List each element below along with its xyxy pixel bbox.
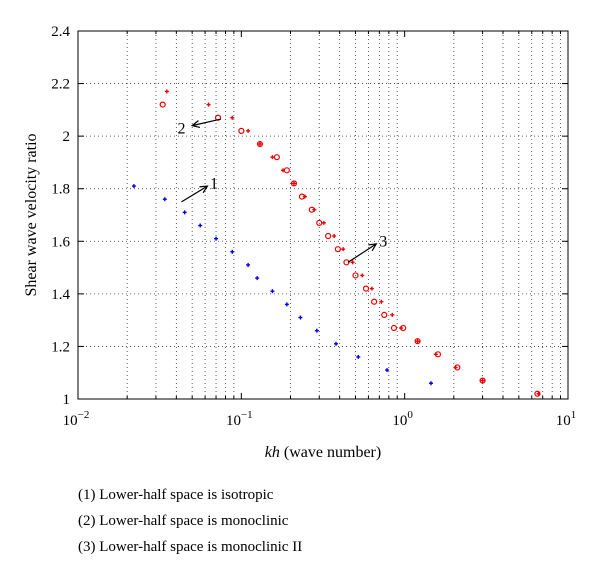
plus-marker <box>131 184 136 189</box>
annotation-label: 2 <box>177 120 185 137</box>
circle-marker <box>238 127 245 134</box>
y-tick-label: 1.4 <box>51 287 70 303</box>
y-tick-label: 2.2 <box>51 77 70 93</box>
circle-marker <box>283 167 290 174</box>
circle-marker <box>371 298 378 305</box>
plus-marker <box>332 234 337 239</box>
x-tick-label-exponent: 0 <box>407 409 413 421</box>
x-tick-label-exponent: −1 <box>241 409 253 421</box>
plus-marker <box>284 302 289 307</box>
plus-marker <box>314 328 319 333</box>
x-tick-label: 101 <box>556 409 577 429</box>
velocity-ratio-chart: 11.21.41.61.822.22.410−2 10−1 100 101 123 k… <box>23 24 576 461</box>
annotation-arrow-head <box>368 243 378 252</box>
x-tick-label-base: 10 <box>392 413 407 429</box>
circle-marker <box>273 154 280 161</box>
annotation-label: 1 <box>210 175 218 192</box>
circle-marker <box>256 140 264 148</box>
plus-marker <box>298 315 303 320</box>
circle-marker <box>400 324 407 332</box>
x-tick-label-base: 10 <box>556 413 571 429</box>
plus-marker <box>270 155 275 160</box>
circle-marker <box>316 219 323 226</box>
x-axis-label-kh: kh <box>265 444 280 461</box>
circle-marker <box>308 206 315 213</box>
annotation-arrow-head <box>199 185 209 194</box>
y-tick-label: 1.6 <box>51 234 70 250</box>
plot-frame <box>77 30 569 400</box>
plus-marker <box>385 368 390 373</box>
plus-marker <box>334 341 339 346</box>
annotations: 1 2 3 <box>177 118 387 263</box>
circle-marker <box>325 232 332 240</box>
plus-marker <box>341 247 346 252</box>
plus-marker <box>390 312 395 317</box>
plus-marker <box>206 102 211 107</box>
plus-marker <box>415 339 420 344</box>
x-tick-label-exponent: −2 <box>78 409 90 421</box>
circle-marker <box>290 180 298 187</box>
circle-marker <box>362 285 370 292</box>
plus-marker <box>214 236 219 241</box>
legend-item-2: (2) Lower-half space is monoclinic <box>78 513 289 529</box>
plus-marker <box>291 181 296 186</box>
annotation-arrow-line <box>192 118 222 127</box>
plus-marker <box>182 210 187 215</box>
y-tick-label: 2 <box>63 129 71 145</box>
x-axis-label: kh (wave number) <box>265 444 381 461</box>
x-tick-label: 10−1 <box>226 409 253 429</box>
x-tick-label-base: 10 <box>63 413 78 429</box>
plus-marker <box>356 354 361 359</box>
circle-marker <box>434 351 442 358</box>
plus-marker <box>230 249 235 254</box>
circle-marker <box>298 193 306 200</box>
plus-marker <box>480 378 485 383</box>
plus-marker <box>270 289 275 294</box>
circle-marker <box>352 272 359 279</box>
x-tick-label: 100 <box>392 409 413 429</box>
grid-lines <box>78 31 568 399</box>
plus-marker <box>198 223 203 228</box>
circle-marker <box>414 338 421 345</box>
plus-marker <box>162 197 167 202</box>
circle-marker <box>390 324 398 332</box>
y-tick-label: 1.2 <box>51 339 70 355</box>
plus-marker <box>360 273 365 278</box>
plus-marker <box>246 262 251 267</box>
y-axis-label: Shear wave velocity ratio <box>23 133 40 296</box>
axis-ticks: 11.21.41.61.822.22.410−2 10−1 100 101 <box>51 24 576 429</box>
circle-marker <box>454 364 461 371</box>
circle-marker <box>159 101 166 108</box>
circle-marker <box>381 311 388 318</box>
plus-marker <box>257 142 262 147</box>
plus-marker <box>246 128 251 133</box>
x-axis-label-rest: (wave number) <box>280 444 381 461</box>
annotation-label: 3 <box>379 233 387 250</box>
plus-marker <box>164 89 169 94</box>
x-tick-label-exponent: 1 <box>571 409 577 421</box>
annotation-arrow-line <box>181 185 208 203</box>
x-tick-label: 10−2 <box>63 409 90 429</box>
circle-marker <box>334 246 341 253</box>
plus-marker <box>255 276 260 281</box>
circle-marker <box>479 377 486 384</box>
legend-item-1: (1) Lower-half space is isotropic <box>78 487 274 503</box>
y-tick-label: 2.4 <box>51 24 70 40</box>
plus-marker <box>379 299 384 304</box>
plus-marker <box>369 286 374 291</box>
data-points <box>131 89 541 397</box>
plus-marker <box>429 381 434 386</box>
annotation-arrow-line <box>347 243 377 263</box>
legend-item-3: (3) Lower-half space is monoclinic II <box>78 539 303 555</box>
y-tick-label: 1 <box>63 392 71 408</box>
circle-marker <box>534 390 541 397</box>
plus-marker <box>350 260 355 265</box>
plus-marker <box>321 220 326 225</box>
y-tick-label: 1.8 <box>51 182 70 198</box>
plus-marker <box>230 115 235 120</box>
x-tick-label-base: 10 <box>226 413 241 429</box>
annotation-arrow-head <box>190 120 201 129</box>
